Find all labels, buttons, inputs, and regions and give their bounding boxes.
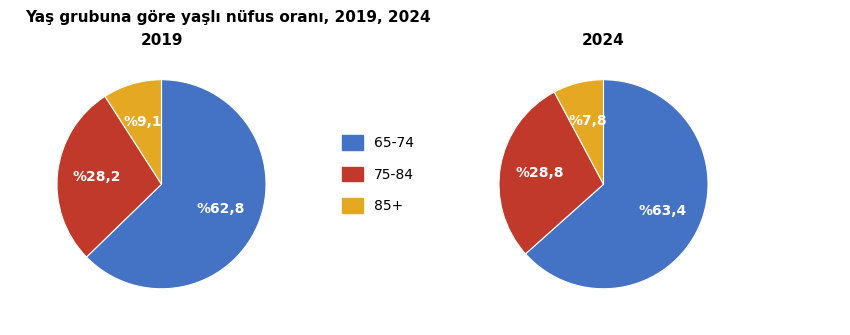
Wedge shape xyxy=(554,80,604,184)
Wedge shape xyxy=(57,96,162,257)
Title: 2024: 2024 xyxy=(582,33,625,48)
Title: 2019: 2019 xyxy=(140,33,183,48)
Text: %28,2: %28,2 xyxy=(73,170,122,184)
Text: %63,4: %63,4 xyxy=(638,204,687,218)
Wedge shape xyxy=(105,80,162,184)
Text: %28,8: %28,8 xyxy=(515,166,564,180)
Wedge shape xyxy=(87,80,266,289)
Text: %62,8: %62,8 xyxy=(197,202,246,216)
Text: Yaş grubuna göre yaşlı nüfus oranı, 2019, 2024: Yaş grubuna göre yaşlı nüfus oranı, 2019… xyxy=(26,10,431,25)
Text: %9,1: %9,1 xyxy=(124,115,162,129)
Wedge shape xyxy=(499,92,604,254)
Legend: 65-74, 75-84, 85+: 65-74, 75-84, 85+ xyxy=(336,128,421,220)
Wedge shape xyxy=(525,80,708,289)
Text: %7,8: %7,8 xyxy=(569,114,607,128)
